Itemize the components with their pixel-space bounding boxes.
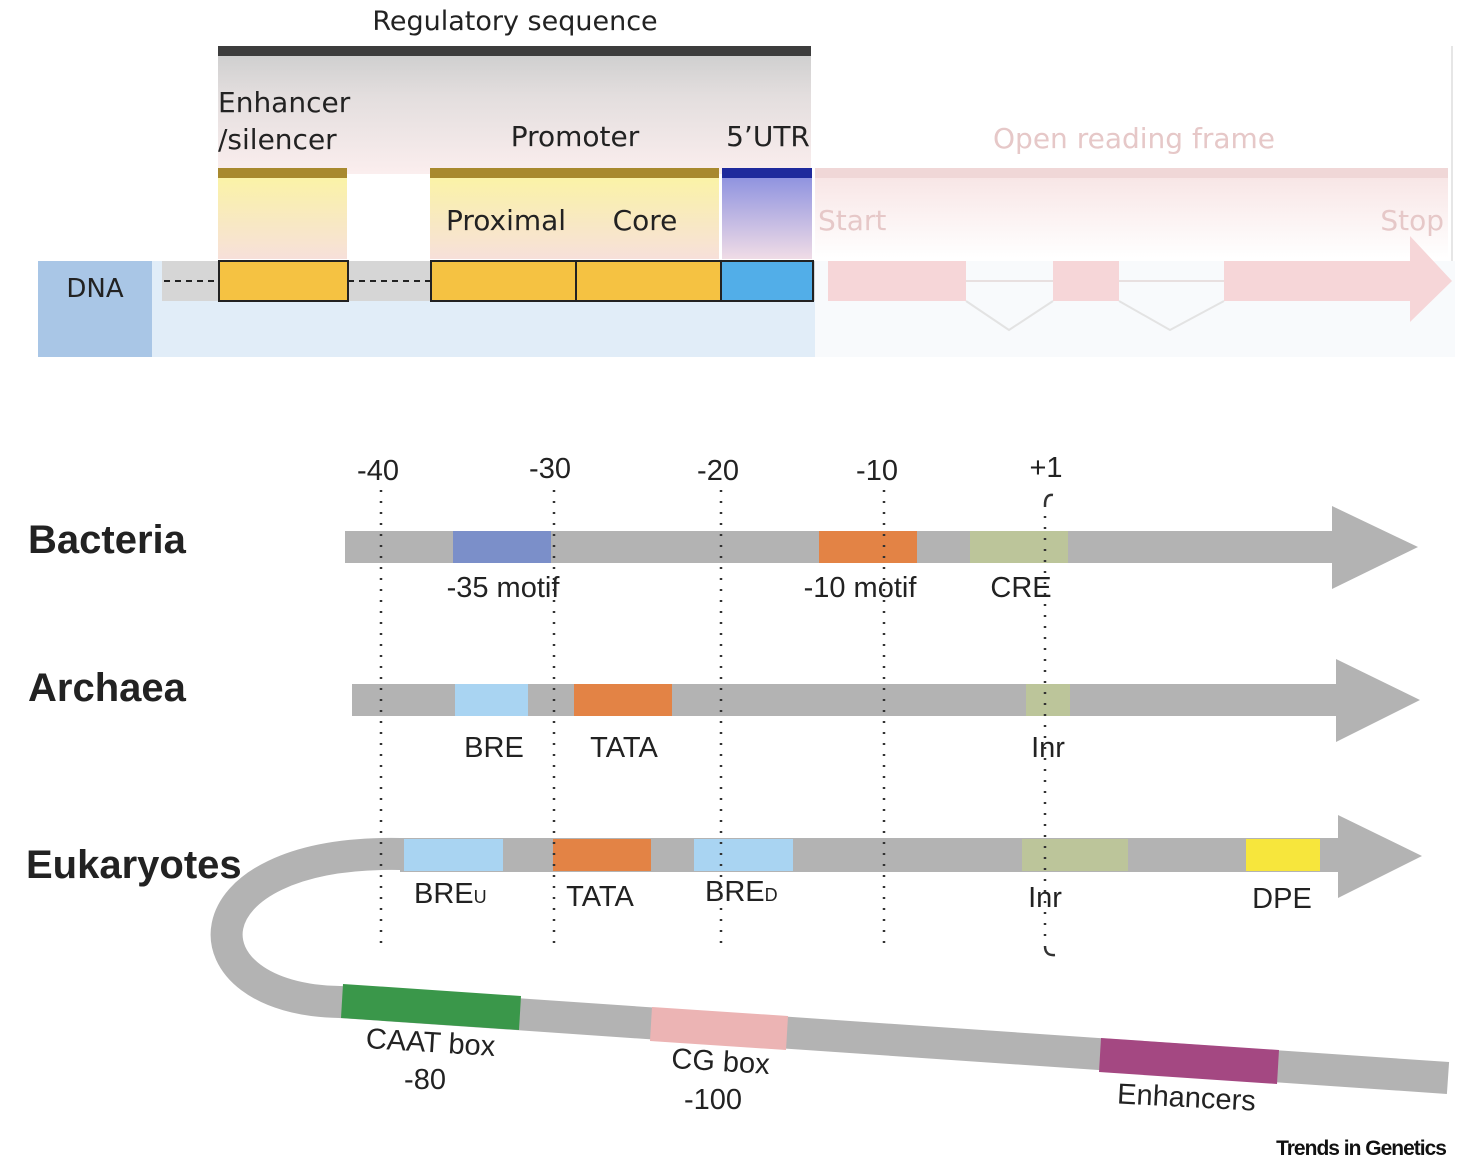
tss-bend-bottom-icon [1043, 945, 1056, 957]
bacteria-row: Bacteria -35 motif -10 motif CRE [28, 506, 1418, 604]
orf-bar [815, 168, 1448, 178]
enhancer-bar [218, 168, 347, 178]
regulatory-sequence-background [218, 54, 811, 174]
orf-label: Open reading frame [993, 122, 1275, 155]
utr-label: 5’UTR [726, 120, 810, 153]
eukaryotes-label: Eukaryotes [26, 843, 242, 887]
eukaryotes-inr-label: Inr [1028, 882, 1062, 914]
eukaryotes-strand-loop [210, 837, 1450, 1094]
bre-motif-label: BRE [464, 732, 524, 764]
caat-box-motif [341, 984, 521, 1030]
utr-bar [722, 168, 812, 178]
minus35-motif [453, 531, 551, 563]
dna-label: DNA [66, 274, 123, 304]
promoter-label: Promoter [511, 120, 640, 153]
bre-motif [455, 684, 528, 716]
tick-label-plus1: +1 [1029, 452, 1062, 484]
tick-label-minus10: -10 [856, 455, 898, 487]
orf-background [815, 178, 1448, 258]
gene-structure-panel: Regulatory sequence Open reading frame S… [38, 6, 1455, 357]
eukaryotes-tata-motif [553, 839, 651, 871]
enhancer-background [218, 177, 347, 259]
archaea-tata-motif [574, 684, 672, 716]
cre-motif-label: CRE [990, 572, 1051, 604]
bre-u-label: BREU [414, 878, 487, 910]
tick-label-minus20: -20 [697, 455, 739, 487]
tick-label-minus30: -30 [529, 453, 571, 485]
archaea-tata-label: TATA [590, 732, 658, 764]
archaea-inr-label: Inr [1031, 732, 1065, 764]
archaea-row: Archaea BRE TATA Inr [28, 659, 1420, 764]
journal-credit: Trends in Genetics [1276, 1137, 1446, 1160]
promoter-bar [430, 168, 719, 178]
stop-label: Stop [1380, 204, 1444, 237]
enhancer-label-line1: Enhancer [218, 86, 351, 119]
minus35-motif-label: -35 motif [447, 572, 561, 604]
tss-bend-top-icon [1043, 493, 1054, 506]
regulatory-sequence-bar [218, 46, 811, 56]
cg-box-label-line2: -100 [684, 1084, 742, 1116]
dpe-label: DPE [1252, 883, 1312, 915]
minus10-motif-label: -10 motif [804, 572, 918, 604]
intron-2 [1118, 300, 1225, 332]
utr-background [722, 177, 812, 259]
caat-box-label-line2: -80 [404, 1064, 446, 1096]
promoter-background [430, 177, 719, 259]
regulatory-sequence-label: Regulatory sequence [372, 6, 657, 37]
bre-u-motif [404, 839, 503, 871]
enhancer-label-line2: /silencer [218, 123, 337, 156]
intron-1 [965, 300, 1054, 332]
eukaryotes-row: Eukaryotes BREU TATA BRED Inr DPE CAAT b… [26, 815, 1450, 1118]
eukaryotes-tata-label: TATA [566, 881, 634, 913]
dpe-motif [1246, 839, 1320, 871]
enhancers-motif [1099, 1038, 1279, 1084]
exon-1 [828, 261, 966, 301]
promoter-comparison-panel: -40 -30 -20 -10 +1 Bacteria -35 motif -1… [26, 452, 1450, 1118]
proximal-label: Proximal [446, 204, 566, 237]
utr-block [720, 260, 814, 302]
eukaryotes-inr-motif [1022, 839, 1128, 871]
bre-d-motif [694, 839, 793, 871]
start-label: Start [818, 204, 886, 237]
minus10-motif [819, 531, 917, 563]
eukaryotes-strand-arrow [400, 815, 1422, 898]
exon-3-arrow [1224, 236, 1452, 322]
enhancer-block [218, 260, 349, 302]
enhancers-label: Enhancers [1116, 1078, 1256, 1117]
proximal-block [430, 260, 577, 302]
dna-label-block [38, 261, 152, 357]
exon-2 [1053, 261, 1119, 301]
tick-label-minus40: -40 [357, 455, 399, 487]
archaea-label: Archaea [28, 666, 187, 710]
cre-motif [970, 531, 1068, 563]
core-block [575, 260, 722, 302]
archaea-inr-motif [1026, 684, 1070, 716]
bacteria-label: Bacteria [28, 518, 187, 562]
caat-box-label-line1: CAAT box [365, 1023, 497, 1063]
archaea-strand-arrow [352, 659, 1420, 742]
cg-box-label-line1: CG box [671, 1043, 772, 1081]
cg-box-motif [650, 1007, 788, 1050]
core-label: Core [613, 204, 678, 237]
bre-d-label: BRED [705, 876, 778, 908]
